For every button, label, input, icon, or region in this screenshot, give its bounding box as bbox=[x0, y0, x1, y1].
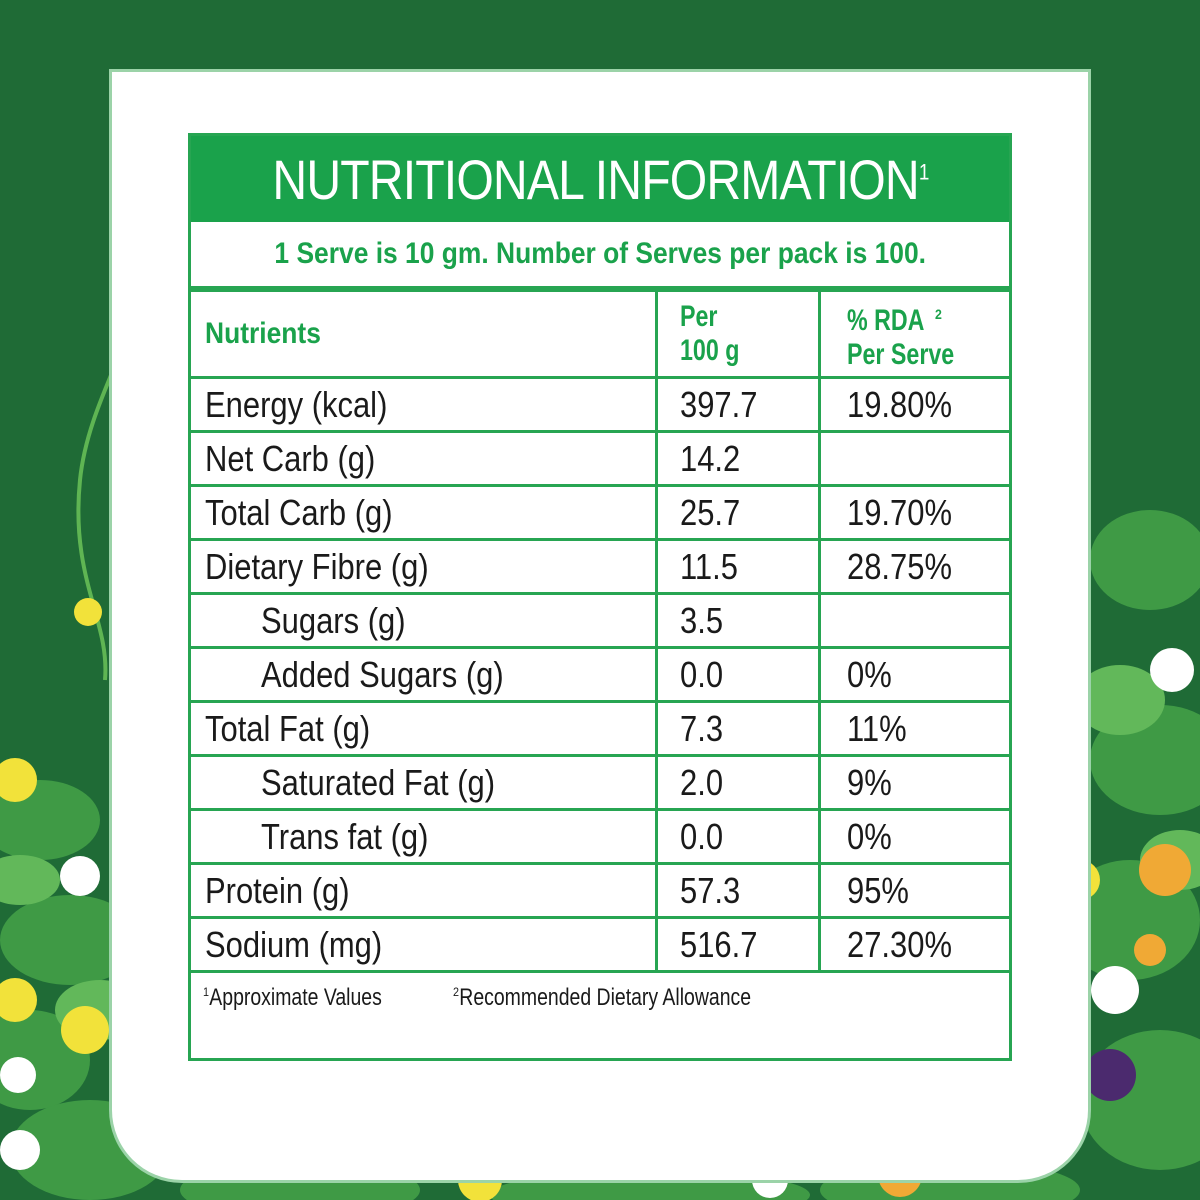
title-bar: NUTRITIONAL INFORMATION1 bbox=[191, 136, 1009, 222]
per-100g-value: 0.0 bbox=[654, 646, 821, 703]
nutrient-name: Total Fat (g) bbox=[191, 700, 658, 757]
rda-value: 9% bbox=[817, 754, 1009, 811]
table-header-row: Nutrients Per 100 g % RDA 2 Per Serve bbox=[191, 289, 1009, 379]
column-header-nutrients: Nutrients bbox=[191, 289, 658, 379]
table-row: Protein (g) 57.3 95% bbox=[191, 862, 1009, 919]
rda-value: 11% bbox=[817, 700, 1009, 757]
table-row: Sugars (g) 3.5 bbox=[191, 592, 1009, 649]
serving-info: 1 Serve is 10 gm. Number of Serves per p… bbox=[191, 222, 1009, 289]
per-100g-value: 516.7 bbox=[654, 916, 821, 973]
nutrient-name: Sugars (g) bbox=[191, 592, 658, 649]
rda-value bbox=[817, 592, 1009, 649]
nutrition-table-panel: NUTRITIONAL INFORMATION1 1 Serve is 10 g… bbox=[188, 133, 1012, 1061]
per-100g-value: 2.0 bbox=[654, 754, 821, 811]
table-row: Saturated Fat (g) 2.0 9% bbox=[191, 754, 1009, 811]
per-100g-value: 397.7 bbox=[654, 376, 821, 433]
nutrient-name: Saturated Fat (g) bbox=[191, 754, 658, 811]
rda-value: 95% bbox=[817, 862, 1009, 919]
page-title: NUTRITIONAL INFORMATION1 bbox=[271, 147, 929, 211]
rda-value: 28.75% bbox=[817, 538, 1009, 595]
per-100g-value: 0.0 bbox=[654, 808, 821, 865]
column-header-rda: % RDA 2 Per Serve bbox=[817, 289, 1009, 379]
per-100g-value: 7.3 bbox=[654, 700, 821, 757]
table-row: Total Fat (g) 7.3 11% bbox=[191, 700, 1009, 757]
nutrient-name: Sodium (mg) bbox=[191, 916, 658, 973]
per-100g-value: 3.5 bbox=[654, 592, 821, 649]
footnote-approximate: 1Approximate Values bbox=[203, 984, 382, 1011]
title-footnote-marker: 1 bbox=[918, 158, 929, 184]
nutrient-name: Added Sugars (g) bbox=[191, 646, 658, 703]
nutrient-name: Protein (g) bbox=[191, 862, 658, 919]
rda-value bbox=[817, 430, 1009, 487]
table-row: Dietary Fibre (g) 11.5 28.75% bbox=[191, 538, 1009, 595]
table-row: Net Carb (g) 14.2 bbox=[191, 430, 1009, 487]
per-100g-value: 14.2 bbox=[654, 430, 821, 487]
table-row: Sodium (mg) 516.7 27.30% bbox=[191, 916, 1009, 973]
rda-value: 19.70% bbox=[817, 484, 1009, 541]
nutrient-name: Total Carb (g) bbox=[191, 484, 658, 541]
nutrient-name: Energy (kcal) bbox=[191, 376, 658, 433]
nutrient-name: Dietary Fibre (g) bbox=[191, 538, 658, 595]
table-row: Trans fat (g) 0.0 0% bbox=[191, 808, 1009, 865]
per-100g-value: 57.3 bbox=[654, 862, 821, 919]
table-row: Energy (kcal) 397.7 19.80% bbox=[191, 376, 1009, 433]
per-100g-value: 25.7 bbox=[654, 484, 821, 541]
nutrition-table: Nutrients Per 100 g % RDA 2 Per Serve Energ… bbox=[191, 289, 1009, 973]
table-row: Added Sugars (g) 0.0 0% bbox=[191, 646, 1009, 703]
rda-value: 19.80% bbox=[817, 376, 1009, 433]
rda-value: 0% bbox=[817, 646, 1009, 703]
footnotes: 1Approximate Values 2Recommended Dietary… bbox=[191, 973, 1009, 1023]
nutrient-name: Net Carb (g) bbox=[191, 430, 658, 487]
table-row: Total Carb (g) 25.7 19.70% bbox=[191, 484, 1009, 541]
rda-value: 0% bbox=[817, 808, 1009, 865]
footnote-rda: 2Recommended Dietary Allowance bbox=[452, 984, 751, 1011]
nutrient-name: Trans fat (g) bbox=[191, 808, 658, 865]
rda-value: 27.30% bbox=[817, 916, 1009, 973]
per-100g-value: 11.5 bbox=[654, 538, 821, 595]
column-header-per-100g: Per 100 g bbox=[654, 289, 821, 379]
